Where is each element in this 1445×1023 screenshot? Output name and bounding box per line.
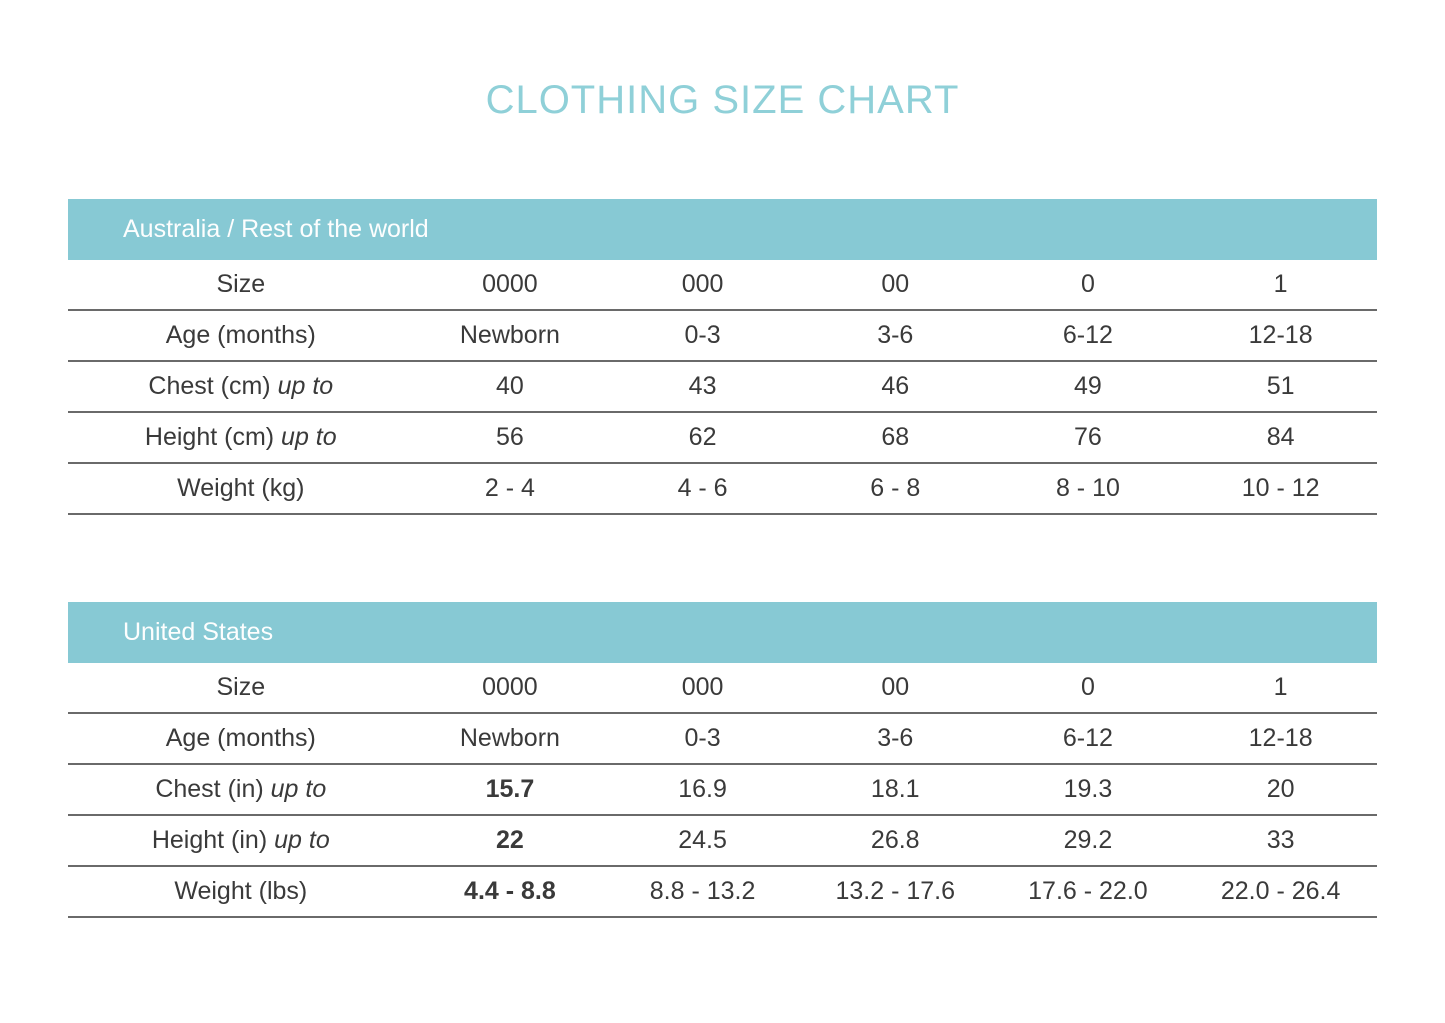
table-cell: 10 - 12	[1184, 463, 1377, 515]
table-header-band-australia: Australia / Rest of the world	[68, 199, 1377, 260]
row-label: Age (months)	[68, 310, 414, 362]
table-cell: 6-12	[991, 310, 1185, 362]
table-cell: 62	[606, 412, 799, 464]
table-row-weight: Weight (kg) 2 - 4 4 - 6 6 - 8 8 - 10 10 …	[68, 463, 1377, 515]
table-cell: 0000	[413, 260, 607, 311]
table-cell: 0-3	[606, 310, 799, 362]
row-label-text: Chest (in)	[155, 775, 264, 803]
row-label-text: Height (in)	[151, 826, 268, 854]
table-cell: 15.7	[413, 764, 607, 816]
table-cell: 3-6	[798, 310, 992, 362]
table-cell: 0	[991, 260, 1185, 311]
table-cell: 46	[798, 361, 992, 413]
page-title: CLOTHING SIZE CHART	[485, 78, 960, 122]
row-label: Size	[68, 663, 414, 714]
table-cell: 26.8	[798, 815, 992, 867]
size-table: Size 0000 000 00 0 1 Age (months) Newbor…	[68, 260, 1377, 515]
table-cell: 00	[798, 260, 992, 311]
table-row-chest: Chest (in) up to 15.7 16.9 18.1 19.3 20	[68, 764, 1377, 816]
row-label-text: Weight (kg)	[177, 474, 305, 502]
table-row-weight: Weight (lbs) 4.4 - 8.8 8.8 - 13.2 13.2 -…	[68, 866, 1377, 918]
table-cell: 18.1	[798, 764, 992, 816]
table-cell: 00	[798, 663, 992, 714]
row-label-qualifier: up to	[281, 423, 337, 451]
table-cell: 4 - 6	[606, 463, 799, 515]
table-cell: 0-3	[606, 713, 799, 765]
table-row-height: Height (in) up to 22 24.5 26.8 29.2 33	[68, 815, 1377, 867]
table-row-size: Size 0000 000 00 0 1	[68, 260, 1377, 311]
row-label: Weight (lbs)	[68, 866, 414, 918]
row-label-text: Height (cm)	[144, 423, 275, 451]
row-label: Weight (kg)	[68, 463, 414, 515]
row-label-qualifier: up to	[277, 372, 334, 400]
table-cell: 3-6	[798, 713, 992, 765]
table-row-chest: Chest (cm) up to 40 43 46 49 51	[68, 361, 1377, 413]
table-cell: 22.0 - 26.4	[1184, 866, 1377, 918]
table-cell: 33	[1184, 815, 1377, 867]
table-cell: 0000	[413, 663, 607, 714]
table-header-band-united-states: United States	[68, 602, 1377, 663]
table-row-height: Height (cm) up to 56 62 68 76 84	[68, 412, 1377, 464]
table-cell: 76	[991, 412, 1185, 464]
row-label: Size	[68, 260, 414, 311]
row-label: Chest (in) up to	[68, 764, 414, 816]
row-label-text: Chest (cm)	[148, 372, 271, 400]
table-cell: Newborn	[413, 310, 607, 362]
table-cell: 68	[798, 412, 992, 464]
table-header-title: United States	[123, 618, 274, 646]
table-header-title: Australia / Rest of the world	[123, 215, 429, 243]
row-label-text: Age (months)	[165, 724, 316, 752]
row-label-text: Weight (lbs)	[174, 877, 308, 905]
row-label: Chest (cm) up to	[68, 361, 414, 413]
table-cell: 1	[1184, 663, 1377, 714]
row-label-text: Size	[216, 270, 266, 298]
table-cell: 8 - 10	[991, 463, 1185, 515]
table-cell: 4.4 - 8.8	[413, 866, 607, 918]
table-cell: 13.2 - 17.6	[798, 866, 992, 918]
table-cell: 1	[1184, 260, 1377, 311]
table-row-age: Age (months) Newborn 0-3 3-6 6-12 12-18	[68, 310, 1377, 362]
table-cell: 56	[413, 412, 607, 464]
table-cell: 6 - 8	[798, 463, 992, 515]
table-cell: 24.5	[606, 815, 799, 867]
table-cell: Newborn	[413, 713, 607, 765]
table-cell: 40	[413, 361, 607, 413]
table-cell: 0	[991, 663, 1185, 714]
table-cell: 17.6 - 22.0	[991, 866, 1185, 918]
table-cell: 8.8 - 13.2	[606, 866, 799, 918]
table-cell: 6-12	[991, 713, 1185, 765]
table-cell: 12-18	[1184, 310, 1377, 362]
table-cell: 2 - 4	[413, 463, 607, 515]
table-cell: 84	[1184, 412, 1377, 464]
table-cell: 51	[1184, 361, 1377, 413]
row-label-qualifier: up to	[274, 826, 330, 854]
row-label: Height (cm) up to	[68, 412, 414, 464]
table-cell: 16.9	[606, 764, 799, 816]
table-cell: 000	[606, 260, 799, 311]
table-cell: 000	[606, 663, 799, 714]
table-cell: 43	[606, 361, 799, 413]
size-table-australia: Australia / Rest of the world Size 0000 …	[68, 199, 1377, 515]
size-table-united-states: United States Size 0000 000 00 0 1 Age (…	[68, 602, 1377, 918]
row-label-qualifier: up to	[270, 775, 327, 803]
table-cell: 20	[1184, 764, 1377, 816]
table-cell: 22	[413, 815, 607, 867]
row-label-text: Size	[216, 673, 266, 701]
row-label: Height (in) up to	[68, 815, 414, 867]
table-cell: 19.3	[991, 764, 1185, 816]
table-row-age: Age (months) Newborn 0-3 3-6 6-12 12-18	[68, 713, 1377, 765]
table-cell: 29.2	[991, 815, 1185, 867]
row-label: Age (months)	[68, 713, 414, 765]
row-label-text: Age (months)	[165, 321, 316, 349]
size-table: Size 0000 000 00 0 1 Age (months) Newbor…	[68, 663, 1377, 918]
table-cell: 49	[991, 361, 1185, 413]
table-row-size: Size 0000 000 00 0 1	[68, 663, 1377, 714]
table-cell: 12-18	[1184, 713, 1377, 765]
